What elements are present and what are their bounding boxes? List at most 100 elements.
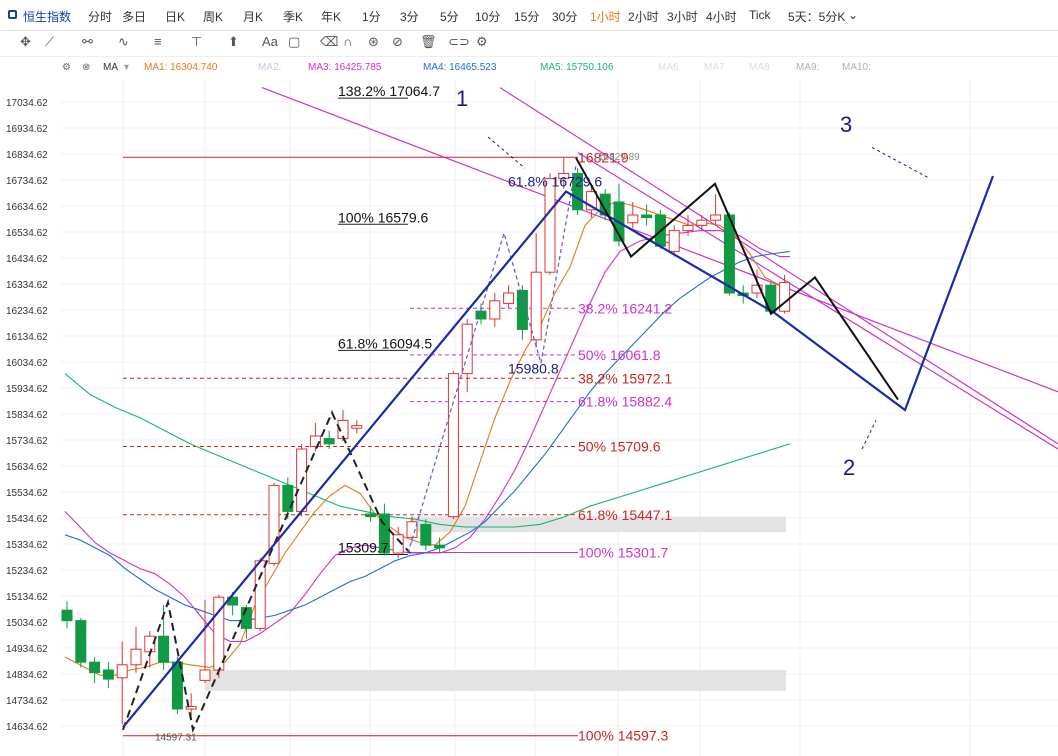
candle-body (516, 289, 528, 330)
drawing-toolbar: ✥ ⟋ ⚯ ∿ ≡ ⊤ ⬆ Aa ▢ ⌫ ∩ ⊛ ⊘ 🗑 ⊂⊃ ⚙ (0, 30, 1058, 57)
kline-chart[interactable]: 17034.62 16934.62 16834.62 16734.62 16634.62… (0, 80, 1058, 756)
eraser-icon[interactable]: ⌫ (320, 34, 339, 49)
period-tab-7[interactable]: 年K (321, 10, 342, 24)
candle-body (627, 214, 639, 224)
ma-legend-value: 16304.740 (170, 62, 218, 73)
period-tab-9[interactable]: 3分 (400, 10, 419, 24)
ma-legend-bar: ⚙ ⊗ MA ▾ MA1: 16304.740 MA2: MA3: 16425.785 MA… (0, 58, 1058, 78)
ma-legend-2[interactable]: MA2: (258, 62, 281, 73)
elliott-wave-path (122, 175, 995, 728)
ma-legend-9[interactable]: MA9: (796, 62, 819, 73)
note-icon[interactable]: ▢ (288, 34, 301, 49)
fib-anchor-label: 100% 16579.6 (338, 209, 429, 225)
ma-legend-7[interactable]: MA7 (704, 62, 725, 73)
wave-label: 1 (456, 86, 468, 111)
y-tick-label: 16634.62 (6, 202, 48, 213)
y-tick-label: 15334.62 (6, 540, 48, 551)
sync-icon[interactable]: ⊛ (368, 34, 379, 49)
price-range-icon[interactable]: ⊤ (191, 34, 203, 49)
y-tick-label: 15834.62 (6, 410, 48, 421)
y-tick-label: 15034.62 (6, 618, 48, 629)
fib-anchor-label: 61.8% 16094.5 (338, 335, 432, 351)
wave-icon[interactable]: ∿ (118, 34, 129, 49)
period-tab-8[interactable]: 1分 (362, 10, 381, 24)
period-tab-13[interactable]: 30分 (552, 10, 578, 24)
y-tick-label: 17034.62 (6, 98, 48, 109)
ma-legend-value: 16465.523 (449, 62, 497, 73)
candle-body (503, 292, 515, 304)
symbol-title[interactable]: 恒生指数 (23, 10, 72, 24)
ma-legend-6[interactable]: MA6 (658, 62, 679, 73)
wave-hint-line (861, 420, 877, 450)
channel-icon[interactable]: ⚯ (82, 34, 93, 49)
period-tab-6[interactable]: 季K (283, 10, 304, 24)
ma-legend-5[interactable]: MA5: 15750.106 (540, 62, 613, 73)
ma-legend-10[interactable]: MA10: (842, 62, 871, 73)
ma-legend-4[interactable]: MA4: 16465.523 (423, 62, 496, 73)
period-tab-12[interactable]: 15分 (514, 10, 540, 24)
candle-body (668, 230, 680, 252)
settings-icon[interactable]: ⚙ (476, 34, 488, 49)
ma-legend-8[interactable]: MA8 (749, 62, 770, 73)
y-tick-label: 15634.62 (6, 462, 48, 473)
y-tick-label: 16134.62 (6, 332, 48, 343)
period-tab-10[interactable]: 5分 (440, 10, 459, 24)
fib-level-label: 38.2% 16241.2 (578, 300, 672, 316)
magnet-icon[interactable]: ∩ (343, 34, 353, 49)
ma-legend-value: 15750.106 (566, 62, 614, 73)
fib-level-label: 38.2% 15972.1 (578, 370, 672, 386)
candle-body (710, 214, 722, 221)
period-tab-5[interactable]: 月K (243, 10, 264, 24)
ma-line-ma3 (64, 230, 790, 642)
period-tab-20[interactable]: ⌄ (848, 8, 859, 22)
y-tick-label: 16734.62 (6, 176, 48, 187)
candle-body (309, 435, 321, 447)
ma-prefix: MA (103, 62, 118, 73)
candle-body (268, 484, 280, 564)
crosshair-move-icon[interactable]: ✥ (20, 34, 31, 49)
period-tab-3[interactable]: 日K (165, 10, 186, 24)
y-tick-label: 16434.62 (6, 254, 48, 265)
ma-close-icon[interactable]: ⊗ (82, 62, 91, 73)
candle-body (461, 323, 473, 375)
trash-icon[interactable]: 🗑 (420, 34, 437, 49)
hide-icon[interactable]: ⊘ (392, 34, 403, 49)
ma-dropdown-icon[interactable]: ▾ (124, 62, 130, 73)
candle-body (282, 484, 294, 512)
period-tab-16[interactable]: 3小时 (667, 10, 698, 24)
candle-body (420, 523, 432, 546)
channel-line (499, 87, 1058, 445)
candle-body (61, 609, 73, 622)
period-tab-2[interactable]: 多日 (122, 10, 147, 24)
period-tab-18[interactable]: Tick (749, 8, 771, 22)
trend-line-icon[interactable]: ⟋ (45, 34, 55, 49)
ma-legend-label: MA8 (749, 62, 770, 73)
period-tab-19[interactable]: 5天：5分K (788, 10, 846, 24)
period-tab-14[interactable]: 1小时 (590, 10, 621, 24)
y-tick-label: 16934.62 (6, 124, 48, 135)
ma-legend-value: 16425.785 (334, 62, 382, 73)
candle-body (351, 425, 363, 429)
ma-settings-icon[interactable]: ⚙ (62, 62, 71, 73)
period-tab-17[interactable]: 4小时 (706, 10, 737, 24)
arrow-up-icon[interactable]: ⬆ (228, 34, 239, 49)
period-tab-4[interactable]: 周K (203, 10, 224, 24)
candle-body (641, 214, 653, 219)
ma-legend-label: MA4: (423, 62, 450, 73)
period-tab-11[interactable]: 10分 (475, 10, 501, 24)
candle-body (406, 521, 418, 538)
wave-label: 3 (840, 112, 852, 137)
parallel-lines-icon[interactable]: ≡ (154, 34, 162, 49)
y-tick-label: 14734.62 (6, 696, 48, 707)
ma-legend-1[interactable]: MA1: 16304.740 (144, 62, 217, 73)
ma-legend-3[interactable]: MA3: 16425.785 (308, 62, 381, 73)
ma-legend-label: MA9: (796, 62, 820, 73)
candle-body (254, 560, 266, 629)
fib-level-label: 50% 16061.8 (578, 347, 661, 363)
period-tab-1[interactable]: 分时 (88, 10, 113, 24)
y-tick-label: 16534.62 (6, 228, 48, 239)
ma-line-ma5 (64, 373, 791, 528)
text-icon[interactable]: Aa (262, 34, 278, 49)
link-icon[interactable]: ⊂⊃ (448, 34, 470, 49)
period-tab-15[interactable]: 2小时 (628, 10, 659, 24)
